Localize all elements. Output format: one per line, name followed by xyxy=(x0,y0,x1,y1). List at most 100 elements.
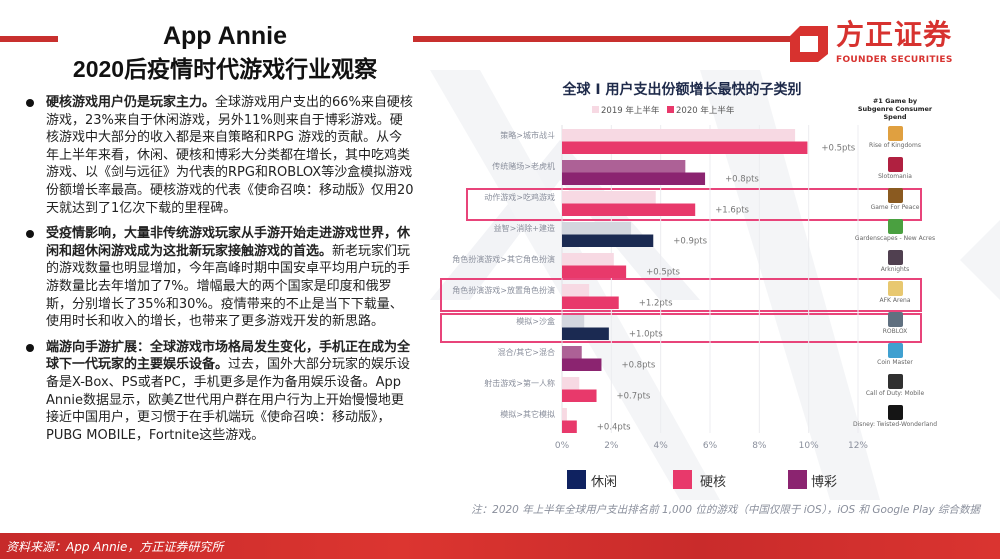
category-label: 混合/其它>混合 xyxy=(498,347,555,357)
category-label: 动作游戏>吃鸡游戏 xyxy=(484,192,555,202)
x-tick-label: 4% xyxy=(654,441,669,451)
bar-2019 xyxy=(562,160,686,173)
top-game: Game For Peace xyxy=(852,188,938,211)
legend-swatch-gambling xyxy=(788,470,807,489)
game-icon xyxy=(887,374,903,389)
game-icon xyxy=(887,405,903,420)
header-rule-right xyxy=(413,36,793,42)
top-game: ROBLOX xyxy=(852,312,938,335)
category-label: 角色扮演游戏>放置角色扮演 xyxy=(452,285,555,295)
source-text: 资料来源：App Annie，方正证券研究所 xyxy=(6,540,224,554)
legend-swatch-2019 xyxy=(592,106,599,113)
legend-label-gambling: 博彩 xyxy=(811,475,838,490)
top-game: Gardenscapes - New Acres xyxy=(852,219,938,242)
growth-label: +1.0pts xyxy=(629,330,663,340)
chart-note: 注：2020 年上半年全球用户支出排名前 1,000 位的游戏（中国仅限于 iO… xyxy=(471,504,980,516)
legend-swatch-2020 xyxy=(667,106,674,113)
game-name: Arknights xyxy=(880,266,910,273)
legend-label-2019: 2019 年上半年 xyxy=(601,105,660,116)
game-icon xyxy=(887,157,903,172)
bar-2020 xyxy=(562,172,706,185)
bullet-item: 受疫情影响，大量非传统游戏玩家从手游开始走进游戏世界，休闲和超休闲游戏成为这批新… xyxy=(22,225,414,331)
bar-2020 xyxy=(562,327,609,340)
bar-2019 xyxy=(562,222,632,235)
bullet-item: 端游向手游扩展：全球游戏市场格局发生变化，手机正在成为全球下一代玩家的主要娱乐设… xyxy=(22,339,414,445)
bar-2020 xyxy=(562,420,577,433)
x-tick-label: 10% xyxy=(799,441,819,451)
bullet-text: 新老玩家们玩的游戏数量也明显增加，今年高峰时期中国安卓平均用户玩的手游数量比去年… xyxy=(46,243,411,330)
bar-2020 xyxy=(562,265,627,278)
top-game: Disney: Twisted-Wonderland xyxy=(852,405,938,428)
legend-label-2020: 2020 年上半年 xyxy=(676,105,735,116)
legend-label-hardcore: 硬核 xyxy=(700,475,727,490)
highlight-box xyxy=(440,313,922,343)
category-label: 射击游戏>第一人称 xyxy=(484,378,555,388)
bar-2020 xyxy=(562,389,597,402)
bar-2020 xyxy=(562,203,696,216)
bar-2019 xyxy=(562,253,614,266)
bullet-list: 硬核游戏用户仍是玩家主力。全球游戏用户支出的66%来自硬核游戏，23%来自于休闲… xyxy=(22,94,414,452)
category-label: 传统赌场>老虎机 xyxy=(492,161,555,171)
bullet-dot-icon xyxy=(26,343,34,352)
x-tick-label: 12% xyxy=(848,441,868,451)
top-game: Arknights xyxy=(852,250,938,273)
legend-swatch-hardcore xyxy=(673,470,692,489)
top-game: Coin Master xyxy=(852,343,938,366)
category-label: 模拟>沙盒 xyxy=(516,316,555,326)
game-name: ROBLOX xyxy=(882,328,908,335)
category-label: 策略>城市战斗 xyxy=(500,130,555,140)
bar-2019 xyxy=(562,284,590,297)
growth-label: +0.8pts xyxy=(725,175,759,185)
bar-2019 xyxy=(562,315,585,328)
game-icon xyxy=(887,219,903,234)
highlight-box xyxy=(440,278,922,312)
logo-text-cn: 方正证券 xyxy=(836,18,953,51)
game-icon xyxy=(887,343,903,358)
growth-label: +0.7pts xyxy=(617,392,651,402)
logo-text-en: FOUNDER SECURITIES xyxy=(836,55,953,65)
bullet-text: 全球游戏用户支出的66%来自硬核游戏，23%来自于休闲游戏，另外11%则来自于博… xyxy=(46,95,414,216)
category-label: 益智>消除+建造 xyxy=(494,223,555,233)
bullet-heading: 硬核游戏用户仍是玩家主力。 xyxy=(46,95,216,110)
bar-2019 xyxy=(562,408,567,421)
legend-swatch-casual xyxy=(567,470,586,489)
growth-label: +0.4pts xyxy=(597,423,631,433)
game-icon xyxy=(887,250,903,265)
growth-label: +0.5pts xyxy=(646,268,680,278)
bullet-heading: 受疫情影响，大量非传统游戏玩家从手游开始走进游戏世界，休闲和超休闲游戏成为这批新… xyxy=(46,226,411,259)
top-game: Rise of Kingdoms xyxy=(852,126,938,149)
bullet-item: 硬核游戏用户仍是玩家主力。全球游戏用户支出的66%来自硬核游戏，23%来自于休闲… xyxy=(22,94,414,217)
game-icon xyxy=(887,312,903,327)
x-tick-label: 0% xyxy=(555,441,570,451)
x-tick-label: 6% xyxy=(703,441,718,451)
bullet-dot-icon xyxy=(26,99,34,107)
growth-label: +0.8pts xyxy=(621,361,655,371)
game-name: Disney: Twisted-Wonderland xyxy=(852,421,938,428)
x-tick-label: 2% xyxy=(604,441,619,451)
bullet-dot-icon xyxy=(26,230,34,239)
category-label: 角色扮演游戏>其它角色扮演 xyxy=(452,254,555,264)
bar-2020 xyxy=(562,358,602,371)
legend-label-casual: 休闲 xyxy=(591,475,618,490)
bullet-heading: 端游向手游扩展：全球游戏市场格局发生变化，手机正在成为全球下一代玩家的主要娱乐设… xyxy=(46,339,411,373)
game-name: Coin Master xyxy=(877,359,913,366)
bar-2019 xyxy=(562,377,580,390)
top-game: AFK Arena xyxy=(852,281,938,304)
game-name: Game For Peace xyxy=(870,204,920,211)
highlight-box xyxy=(466,188,922,221)
chart-title: 全球 I 用户支出份额增长最快的子类别 xyxy=(562,81,802,98)
game-name: Rise of Kingdoms xyxy=(869,142,921,149)
growth-label: +1.6pts xyxy=(715,206,749,216)
growth-label: +0.9pts xyxy=(673,237,707,247)
bullet-text: 过去，国外大部分玩家的娱乐设备是X-Box、PS或者PC，手机更多是作为备用娱乐… xyxy=(46,357,411,443)
founder-logo-icon xyxy=(790,26,828,62)
page-title: App Annie xyxy=(162,22,288,50)
x-tick-label: 8% xyxy=(752,441,767,451)
growth-label: +1.2pts xyxy=(639,299,673,309)
game-name: Slotomania xyxy=(878,173,912,180)
top-game: Call of Duty: Mobile xyxy=(852,374,938,397)
top-game-header: #1 Game by Subgenre Consumer Spend xyxy=(857,97,933,121)
bar-2019 xyxy=(562,191,656,204)
game-name: Gardenscapes - New Acres xyxy=(854,235,936,242)
